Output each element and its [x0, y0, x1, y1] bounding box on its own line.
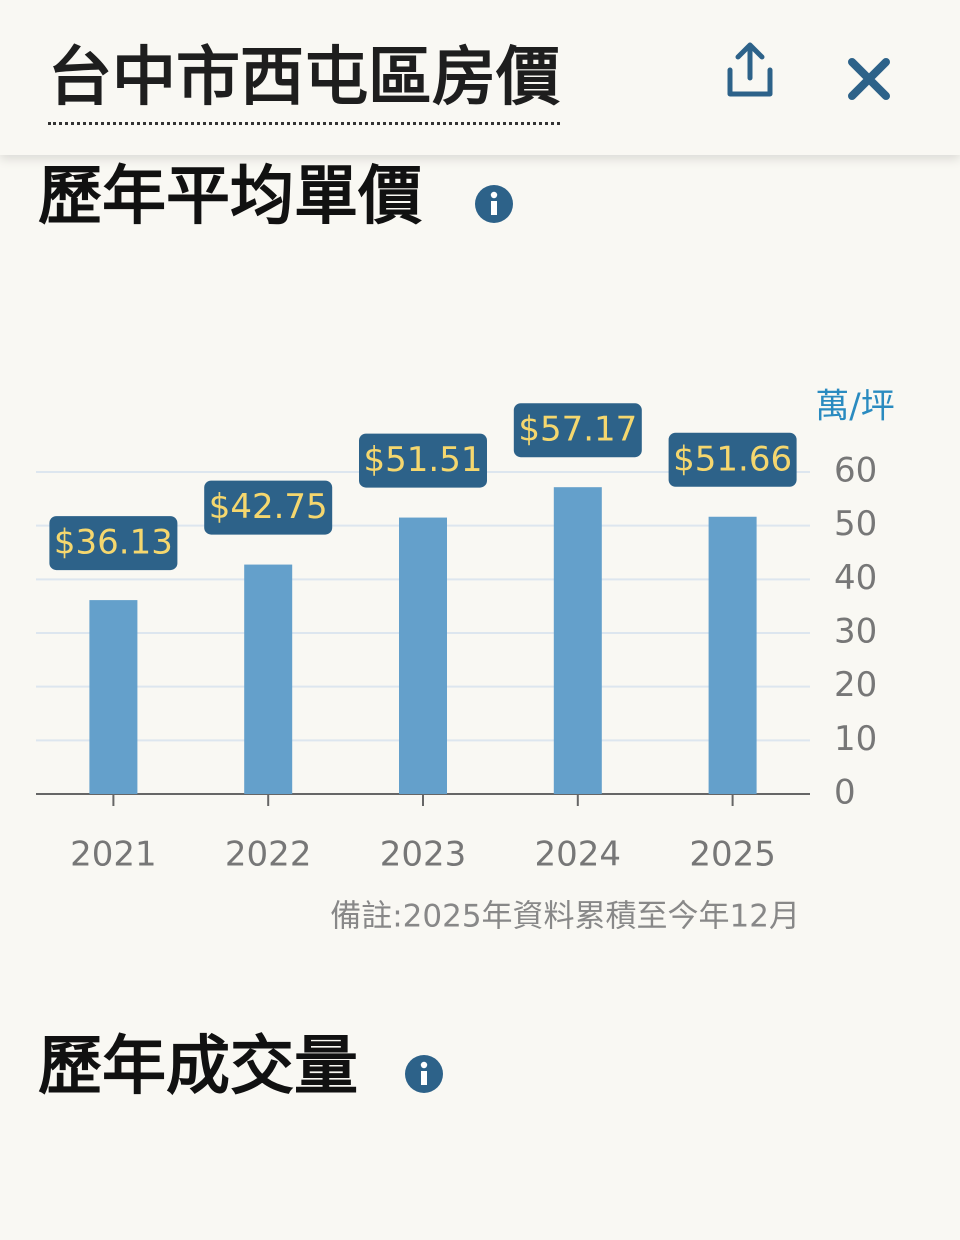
- value-label-box: [359, 433, 487, 488]
- bar: [89, 600, 138, 794]
- value-label: $51.51: [364, 440, 483, 480]
- section-title: 歷年成交量: [38, 1030, 358, 1104]
- x-tick-label: 2025: [689, 835, 776, 875]
- bar: [553, 487, 602, 794]
- value-label: $57.17: [518, 410, 637, 450]
- value-label-box: [49, 516, 178, 571]
- value-label-box: [204, 480, 333, 535]
- info-icon[interactable]: [474, 184, 514, 224]
- value-label: $36.13: [54, 523, 173, 563]
- value-label-box: [513, 403, 642, 458]
- chart: 萬/坪 備註:2025年資料累積至今年12月 0 10 20 30 40 50 60 2021…: [36, 387, 895, 935]
- y-tick-label: 10: [834, 719, 877, 759]
- y-tick-label: 30: [834, 612, 877, 652]
- value-label-box: [668, 432, 797, 487]
- x-tick-label: 2021: [70, 835, 157, 875]
- x-tick-label: 2024: [535, 835, 622, 875]
- info-icon[interactable]: [404, 1054, 444, 1094]
- y-tick-label: 20: [834, 665, 877, 705]
- chart-note: 備註:2025年資料累積至今年12月: [330, 899, 800, 935]
- y-axis-unit: 萬/坪: [815, 387, 894, 427]
- page-title: 台中市西屯區房價: [48, 38, 560, 125]
- section-title: 歷年平均單價: [38, 160, 422, 234]
- bar: [708, 516, 757, 794]
- x-tick-label: 2023: [380, 835, 467, 875]
- value-label: $51.66: [673, 439, 792, 479]
- y-tick-label: 50: [834, 504, 877, 544]
- header: 台中市西屯區房價: [0, 0, 960, 155]
- value-label: $42.75: [209, 487, 328, 527]
- close-button[interactable]: [846, 56, 892, 102]
- y-tick-label: 40: [834, 558, 877, 598]
- bar: [399, 517, 447, 794]
- x-tick-label: 2022: [225, 835, 312, 875]
- y-tick-label: 60: [834, 451, 877, 491]
- bar: [244, 564, 293, 794]
- share-button[interactable]: [722, 40, 778, 100]
- y-tick-label: 0: [834, 773, 856, 813]
